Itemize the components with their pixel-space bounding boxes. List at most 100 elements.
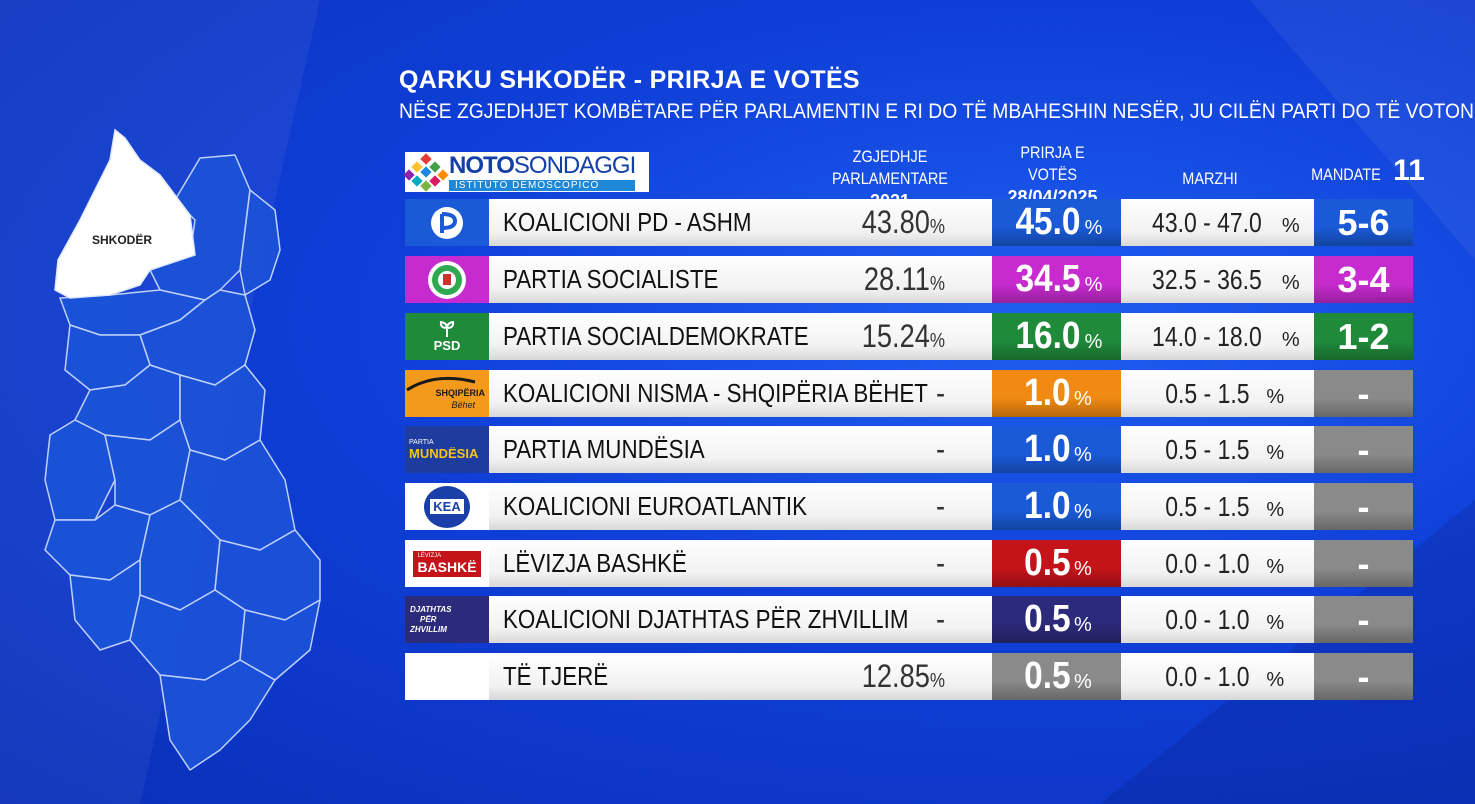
vote-intent: 1.0% [992,370,1121,417]
margin-value: 0.0 - 1.0 [1165,661,1250,692]
margin: 0.5 - 1.5 % [1125,370,1315,417]
party-name: KOALICIONI EUROATLANTIK [503,491,807,521]
header-seats: MANDATE 11 [1310,156,1424,186]
header-2021-label: ZGJEDHJE PARLAMENTARE [832,147,948,188]
seats: - [1314,370,1413,417]
bashke-icon-text: BASHKË [417,558,477,575]
psd-icon-text: PSD [433,338,461,353]
result-2021-value: 28.11 [863,261,930,297]
party-name: KOALICIONI DJATHTAS PËR ZHVILLIM [503,604,909,634]
ps-logo-icon [405,256,489,303]
nisma-icon-text2: Bëhet [451,400,475,410]
table-row: PSD PARTIA SOCIALDEMOKRATE 15.24% 16.0% … [405,313,1413,360]
vote-intent: 1.0% [992,426,1121,473]
pd-logo-icon [405,199,489,246]
seats-value: - [1357,543,1370,584]
seats-value: - [1357,429,1370,470]
seats: 3-4 [1314,256,1413,303]
party-name: PARTIA MUNDËSIA [503,434,705,464]
page-title: QARKU SHKODËR - PRIRJA E VOTËS [399,66,860,94]
mundesia-icon-text: MUNDËSIA [409,445,479,461]
djathtas-logo-icon: DJATHTAS PËR ZHVILLIM [405,596,489,643]
result-2021-value: 12.85 [861,658,930,694]
header-seats-label: MANDATE [1311,165,1381,184]
nisma-logo-icon: SHQIPËRIA Bëhet [405,370,489,417]
result-2021-value: 15.24 [861,318,930,354]
percent-sign: % [1074,558,1092,580]
vote-intent-value: 0.5 [1024,542,1071,584]
shkoder-region-highlight [54,128,196,299]
party-name: TË TJERË [503,661,609,691]
mundesia-icon-small: PARTIA [409,438,434,446]
percent-sign: % [1266,612,1285,634]
kea-logo-icon: KEA [405,483,489,530]
albania-map: SHKODËR [30,120,340,785]
seats-value: - [1357,599,1370,640]
djathtas-icon-text: DJATHTAS [410,604,452,614]
table-row: PARTIA SOCIALISTE 28.11% 34.5% 32.5 - 36… [405,256,1413,303]
margin-value: 0.0 - 1.0 [1165,548,1250,579]
vote-intent-value: 0.5 [1024,655,1071,697]
djathtas-icon-text2: PËR [420,614,437,624]
percent-sign: % [1084,217,1103,239]
nisma-icon-text: SHQIPËRIA [435,388,485,398]
mundesia-logo-icon: PARTIA MUNDËSIA [405,426,489,473]
header-vote-label: PRIRJA E VOTËS [1020,143,1085,184]
percent-sign: % [1074,388,1092,410]
percent-sign: % [1074,614,1092,636]
margin: 0.0 - 1.0 % [1125,653,1315,700]
margin: 0.5 - 1.5 % [1125,426,1315,473]
percent-sign: % [1074,671,1092,693]
seats: - [1314,596,1413,643]
vote-intent-value: 1.0 [1024,485,1071,527]
logo-brand-bold: NOTO [449,151,515,179]
table-row: KOALICIONI PD - ASHM 43.80% 45.0% 43.0 -… [405,199,1413,246]
psd-logo-icon: PSD [405,313,489,360]
seats: 1-2 [1314,313,1413,360]
margin-value: 43.0 - 47.0 [1152,207,1263,238]
percent-sign: % [1281,329,1300,351]
result-2021-value: - [935,488,945,524]
header-seats-total: 11 [1393,154,1425,187]
percent-sign: % [1266,499,1285,521]
vote-intent: 16.0% [992,313,1121,360]
logo-tagline: ISTITUTO DEMOSCOPICO [449,179,636,191]
vote-intent-value: 34.5 [1015,258,1081,300]
margin: 14.0 - 18.0 % [1125,313,1315,360]
table-row: LËVIZJA BASHKË LËVIZJA BASHKË - 0.5% 0.0… [405,540,1413,587]
percent-sign: % [1074,501,1092,523]
shkoder-region-label: SHKODËR [92,232,152,247]
vote-intent: 34.5% [992,256,1121,303]
seats-value: 5-6 [1337,202,1390,243]
margin-value: 0.5 - 1.5 [1165,378,1250,409]
percent-sign: % [1266,442,1285,464]
noto-sondaggi-logo: NOTO SONDAGGI ISTITUTO DEMOSCOPICO [403,151,649,192]
margin-value: 0.5 - 1.5 [1165,491,1250,522]
result-2021-value: - [935,375,945,411]
margin: 0.0 - 1.0 % [1125,540,1315,587]
result-2021: 15.24% [843,313,945,360]
party-name: KOALICIONI NISMA - SHQIPËRIA BËHET [503,378,928,408]
percent-sign: % [1074,444,1092,466]
result-2021: 28.11% [843,256,945,303]
survey-question: NËSE ZGJEDHJET KOMBËTARE PËR PARLAMENTIN… [399,100,1475,123]
no-logo [405,653,489,700]
djathtas-icon-text3: ZHVILLIM [410,624,447,634]
percent-sign: % [929,216,945,238]
percent-sign: % [929,330,945,352]
seats: - [1314,483,1413,530]
seats-value: - [1357,656,1370,697]
result-2021-value: 43.80 [861,204,930,240]
margin: 32.5 - 36.5 % [1125,256,1315,303]
table-row: TË TJERË 12.85% 0.5% 0.0 - 1.0 % - [405,653,1413,700]
margin: 43.0 - 47.0 % [1125,199,1315,246]
bashke-icon-small: LËVIZJA [417,552,442,559]
party-name: PARTIA SOCIALDEMOKRATE [503,321,809,351]
seats-value: - [1357,486,1370,527]
result-2021-value: - [935,545,945,581]
percent-sign: % [1084,274,1103,296]
result-2021: - [843,540,945,587]
result-2021: 12.85% [843,653,945,700]
result-2021: 43.80% [843,199,945,246]
margin-value: 14.0 - 18.0 [1152,321,1263,352]
